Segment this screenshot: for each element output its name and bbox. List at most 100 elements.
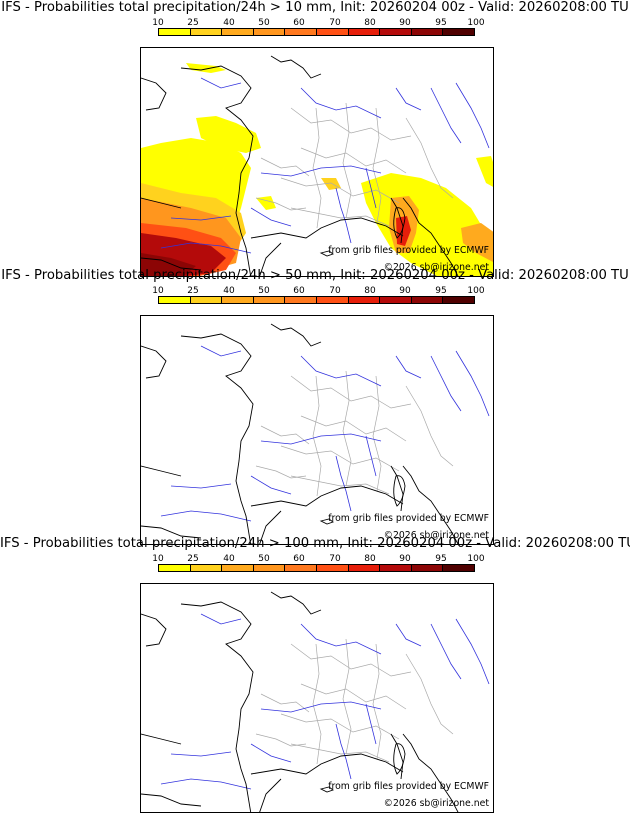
- colorbar-segment: [285, 565, 317, 571]
- map-frame: from grib files provided by ECMWF ©2026 …: [140, 315, 494, 545]
- colorbar-tick-label: 25: [187, 286, 199, 296]
- colorbar-tick-label: 70: [329, 18, 341, 28]
- rivers: [160, 345, 490, 522]
- colorbar-segment: [190, 29, 223, 35]
- probability-area: [476, 156, 493, 187]
- colorbar-segment: [380, 565, 412, 571]
- colorbar-tick-label: 50: [258, 554, 270, 564]
- colorbar-segment: [285, 297, 317, 303]
- colorbar-tick-label: 60: [293, 286, 305, 296]
- colorbar-segment: [222, 297, 254, 303]
- probability-area: [461, 223, 493, 262]
- colorbar-segment: [380, 297, 412, 303]
- map-frame: from grib files provided by ECMWF ©2026 …: [140, 583, 494, 813]
- colorbar-segment: [159, 565, 191, 571]
- colorbar-tick-label: 90: [399, 18, 411, 28]
- colorbar-segment: [222, 565, 254, 571]
- colorbar-tick-label: 10: [152, 286, 164, 296]
- colorbar-tick-label: 10: [152, 554, 164, 564]
- colorbar-segment: [443, 297, 474, 303]
- colorbar-ticks: 10 25 40 50 60 70 80 90 95 100: [140, 286, 500, 298]
- coastline: [141, 55, 459, 276]
- coastline: [141, 591, 459, 812]
- map-svg: [141, 591, 490, 812]
- probability-shading: [141, 63, 493, 276]
- colorbar-ticks: 10 25 40 50 60 70 80 90 95 100: [140, 554, 500, 566]
- credit-source: from grib files provided by ECMWF: [328, 513, 489, 524]
- colorbar-tick-label: 60: [293, 18, 305, 28]
- colorbar-tick-label: 95: [435, 286, 447, 296]
- probability-area: [321, 178, 341, 190]
- colorbar-segment: [285, 29, 317, 35]
- colorbar-tick-label: 80: [364, 554, 376, 564]
- colorbar-segment: [348, 297, 381, 303]
- probability-area: [396, 216, 411, 246]
- colorbar-segment: [411, 297, 444, 303]
- credit-copyright: ©2026 sb@irizone.net: [383, 262, 489, 273]
- rivers: [160, 613, 490, 790]
- colorbar-segment: [316, 297, 349, 303]
- colorbar-tick-label: 60: [293, 554, 305, 564]
- admin-borders: [255, 102, 454, 229]
- colorbar-segment: [222, 29, 254, 35]
- map-svg: [141, 323, 490, 544]
- colorbar-segment: [348, 29, 381, 35]
- colorbar-segment: [159, 29, 191, 35]
- colorbar-tick-label: 25: [187, 18, 199, 28]
- colorbar-segment: [190, 565, 223, 571]
- colorbar-segment: [443, 29, 474, 35]
- colorbar-tick-label: 50: [258, 286, 270, 296]
- panel-title: IFS - Probabilities total precipitation/…: [1, 268, 629, 283]
- probability-area: [196, 116, 261, 153]
- colorbar-tick-label: 100: [467, 286, 485, 296]
- colorbar: [158, 28, 475, 36]
- colorbar-tick-label: 90: [399, 554, 411, 564]
- colorbar-ticks: 10 25 40 50 60 70 80 90 95 100: [140, 18, 500, 30]
- colorbar-segment: [411, 565, 444, 571]
- colorbar-segment: [316, 565, 349, 571]
- credit-source: from grib files provided by ECMWF: [328, 245, 489, 256]
- colorbar-segment: [411, 29, 444, 35]
- colorbar-segment: [253, 565, 286, 571]
- map-panel-1: IFS - Probabilities total precipitation/…: [0, 0, 630, 277]
- colorbar-tick-label: 80: [364, 18, 376, 28]
- credit-copyright: ©2026 sb@irizone.net: [383, 530, 489, 541]
- admin-borders: [255, 638, 454, 765]
- rivers: [160, 77, 490, 254]
- map-frame: from grib files provided by ECMWF ©2026 …: [140, 47, 494, 277]
- colorbar-segment: [443, 565, 474, 571]
- colorbar-segment: [348, 565, 381, 571]
- colorbar-tick-label: 100: [467, 554, 485, 564]
- colorbar-tick-label: 40: [223, 18, 235, 28]
- colorbar: [158, 296, 475, 304]
- colorbar-tick-label: 95: [435, 554, 447, 564]
- colorbar-tick-label: 70: [329, 286, 341, 296]
- colorbar-tick-label: 95: [435, 18, 447, 28]
- colorbar-segment: [253, 29, 286, 35]
- colorbar-segment: [190, 297, 223, 303]
- colorbar-tick-label: 25: [187, 554, 199, 564]
- map-panel-2: IFS - Probabilities total precipitation/…: [0, 268, 630, 545]
- coastline: [141, 323, 459, 544]
- colorbar-segment: [380, 29, 412, 35]
- panel-title: IFS - Probabilities total precipitation/…: [0, 536, 630, 551]
- colorbar-segment: [316, 29, 349, 35]
- colorbar-segment: [159, 297, 191, 303]
- credit-source: from grib files provided by ECMWF: [328, 781, 489, 792]
- map-svg: [141, 55, 493, 276]
- colorbar-tick-label: 100: [467, 18, 485, 28]
- colorbar-tick-label: 40: [223, 286, 235, 296]
- probability-area: [256, 196, 276, 210]
- admin-borders: [255, 370, 454, 497]
- map-panel-3: IFS - Probabilities total precipitation/…: [0, 536, 630, 813]
- colorbar-tick-label: 10: [152, 18, 164, 28]
- colorbar-tick-label: 80: [364, 286, 376, 296]
- colorbar-tick-label: 70: [329, 554, 341, 564]
- colorbar-tick-label: 50: [258, 18, 270, 28]
- panel-title: IFS - Probabilities total precipitation/…: [1, 0, 629, 15]
- probability-area: [141, 253, 196, 276]
- colorbar-tick-label: 90: [399, 286, 411, 296]
- colorbar-tick-label: 40: [223, 554, 235, 564]
- probability-area: [186, 63, 226, 73]
- credit-copyright: ©2026 sb@irizone.net: [383, 798, 489, 809]
